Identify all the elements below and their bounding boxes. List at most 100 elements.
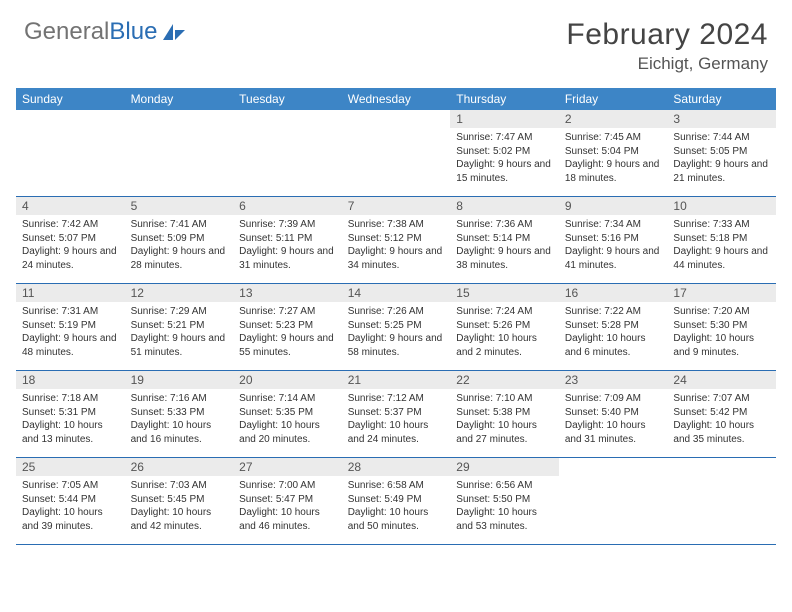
day-details: Sunrise: 7:03 AMSunset: 5:45 PMDaylight:… bbox=[125, 476, 234, 535]
day-cell: 1Sunrise: 7:47 AMSunset: 5:02 PMDaylight… bbox=[450, 110, 559, 196]
day-details: Sunrise: 7:34 AMSunset: 5:16 PMDaylight:… bbox=[559, 215, 668, 274]
day-cell: 23Sunrise: 7:09 AMSunset: 5:40 PMDayligh… bbox=[559, 371, 668, 457]
sunset-line: Sunset: 5:40 PM bbox=[565, 406, 662, 420]
day-number: 24 bbox=[667, 371, 776, 389]
daylight-line: Daylight: 9 hours and 51 minutes. bbox=[131, 332, 228, 359]
sunrise-line: Sunrise: 7:27 AM bbox=[239, 305, 336, 319]
daylight-line: Daylight: 10 hours and 46 minutes. bbox=[239, 506, 336, 533]
day-cell: 15Sunrise: 7:24 AMSunset: 5:26 PMDayligh… bbox=[450, 284, 559, 370]
day-header: Friday bbox=[559, 88, 668, 110]
daylight-line: Daylight: 10 hours and 53 minutes. bbox=[456, 506, 553, 533]
daylight-line: Daylight: 9 hours and 18 minutes. bbox=[565, 158, 662, 185]
day-cell: 2Sunrise: 7:45 AMSunset: 5:04 PMDaylight… bbox=[559, 110, 668, 196]
daylight-line: Daylight: 10 hours and 2 minutes. bbox=[456, 332, 553, 359]
sunrise-line: Sunrise: 7:12 AM bbox=[348, 392, 445, 406]
title-block: February 2024 Eichigt, Germany bbox=[566, 18, 768, 74]
day-details: Sunrise: 7:31 AMSunset: 5:19 PMDaylight:… bbox=[16, 302, 125, 361]
sunrise-line: Sunrise: 7:14 AM bbox=[239, 392, 336, 406]
sunset-line: Sunset: 5:04 PM bbox=[565, 145, 662, 159]
month-title: February 2024 bbox=[566, 18, 768, 52]
header: GeneralBlue February 2024 Eichigt, Germa… bbox=[0, 0, 792, 82]
sunset-line: Sunset: 5:50 PM bbox=[456, 493, 553, 507]
sunrise-line: Sunrise: 7:41 AM bbox=[131, 218, 228, 232]
day-cell: 5Sunrise: 7:41 AMSunset: 5:09 PMDaylight… bbox=[125, 197, 234, 283]
sunrise-line: Sunrise: 7:00 AM bbox=[239, 479, 336, 493]
day-cell: 7Sunrise: 7:38 AMSunset: 5:12 PMDaylight… bbox=[342, 197, 451, 283]
sunset-line: Sunset: 5:16 PM bbox=[565, 232, 662, 246]
sunrise-line: Sunrise: 7:31 AM bbox=[22, 305, 119, 319]
day-number: 5 bbox=[125, 197, 234, 215]
day-cell: 20Sunrise: 7:14 AMSunset: 5:35 PMDayligh… bbox=[233, 371, 342, 457]
day-cell: 21Sunrise: 7:12 AMSunset: 5:37 PMDayligh… bbox=[342, 371, 451, 457]
daylight-line: Daylight: 10 hours and 16 minutes. bbox=[131, 419, 228, 446]
sunrise-line: Sunrise: 7:36 AM bbox=[456, 218, 553, 232]
sunrise-line: Sunrise: 7:44 AM bbox=[673, 131, 770, 145]
day-number: 19 bbox=[125, 371, 234, 389]
sunrise-line: Sunrise: 7:03 AM bbox=[131, 479, 228, 493]
sunrise-line: Sunrise: 7:38 AM bbox=[348, 218, 445, 232]
day-number: 21 bbox=[342, 371, 451, 389]
sunrise-line: Sunrise: 7:47 AM bbox=[456, 131, 553, 145]
sunset-line: Sunset: 5:37 PM bbox=[348, 406, 445, 420]
sunset-line: Sunset: 5:30 PM bbox=[673, 319, 770, 333]
sunrise-line: Sunrise: 7:42 AM bbox=[22, 218, 119, 232]
day-cell: 25Sunrise: 7:05 AMSunset: 5:44 PMDayligh… bbox=[16, 458, 125, 544]
day-details: Sunrise: 7:41 AMSunset: 5:09 PMDaylight:… bbox=[125, 215, 234, 274]
day-details: Sunrise: 7:29 AMSunset: 5:21 PMDaylight:… bbox=[125, 302, 234, 361]
day-cell bbox=[667, 458, 776, 544]
day-cell: 13Sunrise: 7:27 AMSunset: 5:23 PMDayligh… bbox=[233, 284, 342, 370]
day-details: Sunrise: 7:22 AMSunset: 5:28 PMDaylight:… bbox=[559, 302, 668, 361]
day-number: 7 bbox=[342, 197, 451, 215]
daylight-line: Daylight: 9 hours and 28 minutes. bbox=[131, 245, 228, 272]
day-details: Sunrise: 7:12 AMSunset: 5:37 PMDaylight:… bbox=[342, 389, 451, 448]
daylight-line: Daylight: 9 hours and 38 minutes. bbox=[456, 245, 553, 272]
day-cell: 29Sunrise: 6:56 AMSunset: 5:50 PMDayligh… bbox=[450, 458, 559, 544]
sunset-line: Sunset: 5:42 PM bbox=[673, 406, 770, 420]
day-cell bbox=[559, 458, 668, 544]
day-header-row: Sunday Monday Tuesday Wednesday Thursday… bbox=[16, 88, 776, 110]
daylight-line: Daylight: 10 hours and 39 minutes. bbox=[22, 506, 119, 533]
day-number: 27 bbox=[233, 458, 342, 476]
day-cell bbox=[16, 110, 125, 196]
logo: GeneralBlue bbox=[24, 18, 187, 46]
day-details: Sunrise: 7:42 AMSunset: 5:07 PMDaylight:… bbox=[16, 215, 125, 274]
sunset-line: Sunset: 5:21 PM bbox=[131, 319, 228, 333]
day-number: 3 bbox=[667, 110, 776, 128]
daylight-line: Daylight: 9 hours and 31 minutes. bbox=[239, 245, 336, 272]
sunrise-line: Sunrise: 7:16 AM bbox=[131, 392, 228, 406]
day-number: 25 bbox=[16, 458, 125, 476]
daylight-line: Daylight: 10 hours and 27 minutes. bbox=[456, 419, 553, 446]
sunrise-line: Sunrise: 7:20 AM bbox=[673, 305, 770, 319]
day-details: Sunrise: 7:10 AMSunset: 5:38 PMDaylight:… bbox=[450, 389, 559, 448]
day-cell: 3Sunrise: 7:44 AMSunset: 5:05 PMDaylight… bbox=[667, 110, 776, 196]
day-cell: 27Sunrise: 7:00 AMSunset: 5:47 PMDayligh… bbox=[233, 458, 342, 544]
day-details: Sunrise: 6:56 AMSunset: 5:50 PMDaylight:… bbox=[450, 476, 559, 535]
logo-sail-icon bbox=[161, 22, 187, 42]
day-cell: 28Sunrise: 6:58 AMSunset: 5:49 PMDayligh… bbox=[342, 458, 451, 544]
day-number: 18 bbox=[16, 371, 125, 389]
sunrise-line: Sunrise: 7:18 AM bbox=[22, 392, 119, 406]
day-number: 23 bbox=[559, 371, 668, 389]
daylight-line: Daylight: 9 hours and 24 minutes. bbox=[22, 245, 119, 272]
sunrise-line: Sunrise: 7:05 AM bbox=[22, 479, 119, 493]
daylight-line: Daylight: 10 hours and 24 minutes. bbox=[348, 419, 445, 446]
day-cell: 18Sunrise: 7:18 AMSunset: 5:31 PMDayligh… bbox=[16, 371, 125, 457]
daylight-line: Daylight: 9 hours and 48 minutes. bbox=[22, 332, 119, 359]
sunrise-line: Sunrise: 7:24 AM bbox=[456, 305, 553, 319]
sunset-line: Sunset: 5:23 PM bbox=[239, 319, 336, 333]
day-cell bbox=[342, 110, 451, 196]
day-cell: 14Sunrise: 7:26 AMSunset: 5:25 PMDayligh… bbox=[342, 284, 451, 370]
day-number: 15 bbox=[450, 284, 559, 302]
daylight-line: Daylight: 9 hours and 44 minutes. bbox=[673, 245, 770, 272]
day-number: 29 bbox=[450, 458, 559, 476]
day-details: Sunrise: 7:26 AMSunset: 5:25 PMDaylight:… bbox=[342, 302, 451, 361]
day-details: Sunrise: 7:16 AMSunset: 5:33 PMDaylight:… bbox=[125, 389, 234, 448]
day-details: Sunrise: 7:27 AMSunset: 5:23 PMDaylight:… bbox=[233, 302, 342, 361]
sunrise-line: Sunrise: 7:10 AM bbox=[456, 392, 553, 406]
day-number: 22 bbox=[450, 371, 559, 389]
sunset-line: Sunset: 5:35 PM bbox=[239, 406, 336, 420]
day-cell bbox=[125, 110, 234, 196]
day-cell: 12Sunrise: 7:29 AMSunset: 5:21 PMDayligh… bbox=[125, 284, 234, 370]
sunset-line: Sunset: 5:05 PM bbox=[673, 145, 770, 159]
day-details: Sunrise: 6:58 AMSunset: 5:49 PMDaylight:… bbox=[342, 476, 451, 535]
